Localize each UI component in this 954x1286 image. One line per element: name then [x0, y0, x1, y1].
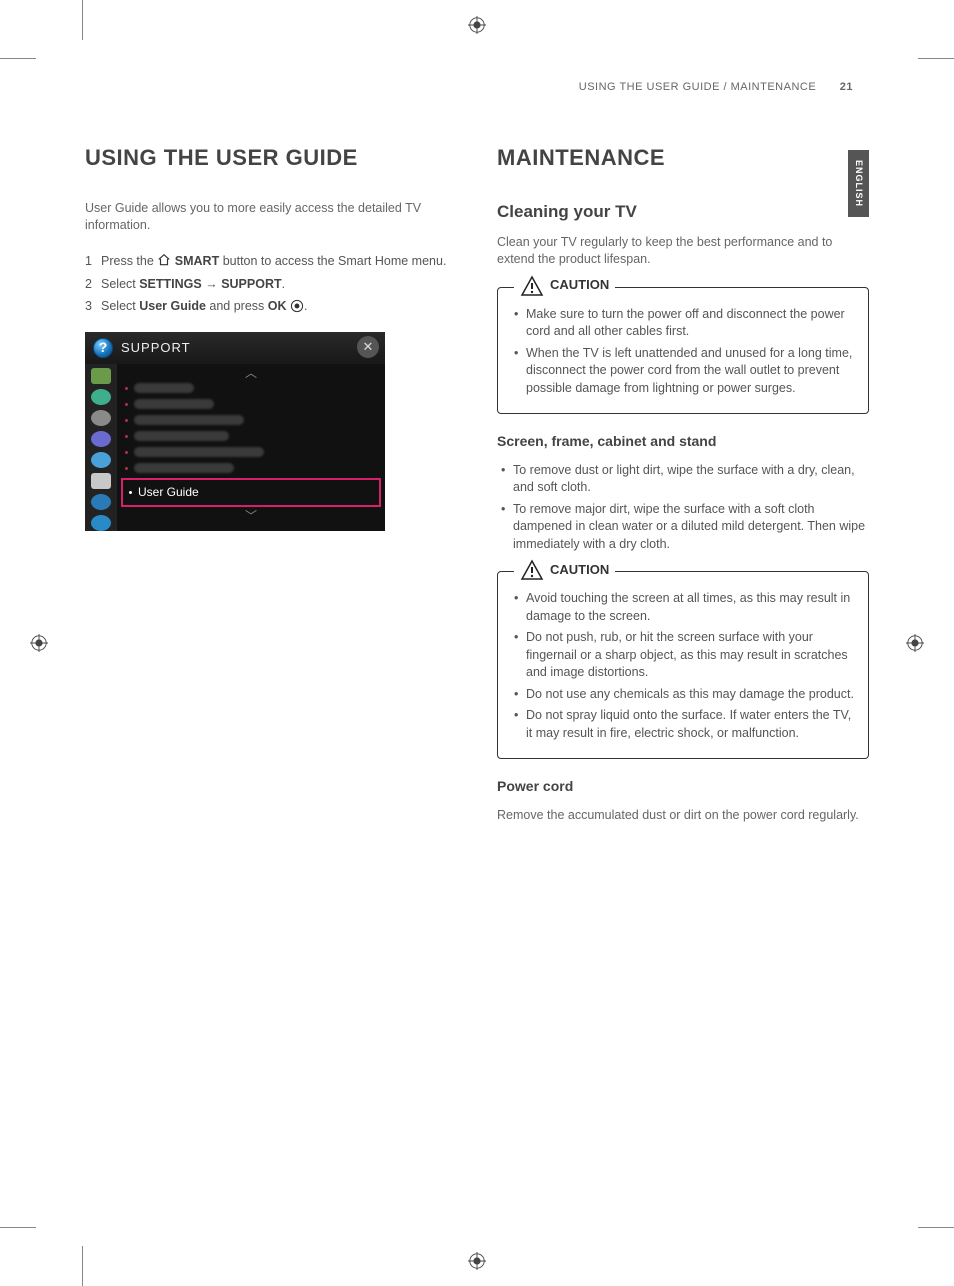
crop-mark — [0, 1227, 36, 1228]
caution-box-2: CAUTION Avoid touching the screen at all… — [497, 571, 869, 759]
tv-side-icon — [91, 515, 111, 531]
crop-mark — [918, 58, 954, 59]
section-title-user-guide: USING THE USER GUIDE — [85, 145, 457, 171]
tv-side-icon — [91, 368, 111, 384]
step-2: Select SETTINGS → SUPPORT. — [85, 276, 457, 294]
caution-label: CAUTION — [514, 274, 615, 298]
header-breadcrumb: USING THE USER GUIDE / MAINTENANCE — [579, 81, 816, 93]
page-content: USING THE USER GUIDE / MAINTENANCE 21 EN… — [85, 80, 869, 1206]
screen-frame-heading: Screen, frame, cabinet and stand — [497, 432, 869, 452]
caution-item: Do not spray liquid onto the surface. If… — [510, 707, 856, 742]
crop-mark — [0, 58, 36, 59]
tv-side-icon — [91, 410, 111, 426]
chevron-down-icon: ﹀ — [117, 509, 385, 523]
step-1: Press the SMART button to access the Sma… — [85, 253, 457, 273]
support-icon: ? — [93, 338, 113, 358]
caution-item: Make sure to turn the power off and disc… — [510, 306, 856, 341]
registration-mark-icon — [468, 16, 486, 34]
steps-list: Press the SMART button to access the Sma… — [85, 253, 457, 319]
warning-icon — [520, 558, 544, 582]
tv-titlebar: ? SUPPORT ✕ — [85, 332, 385, 364]
registration-mark-icon — [30, 634, 48, 652]
step-3: Select User Guide and press OK . — [85, 298, 457, 319]
tv-selected-label: User Guide — [138, 484, 199, 501]
tv-menu-list: ︿ User Guide ﹀ — [117, 364, 385, 531]
tv-menu-screenshot: ? SUPPORT ✕ ︿ — [85, 332, 385, 531]
warning-icon — [520, 274, 544, 298]
left-column: USING THE USER GUIDE User Guide allows y… — [85, 145, 457, 842]
tv-sidebar — [85, 364, 117, 531]
tv-side-icon — [91, 473, 111, 489]
caution-item: Avoid touching the screen at all times, … — [510, 590, 856, 625]
tv-menu-title: SUPPORT — [121, 339, 191, 357]
crop-mark — [82, 1246, 83, 1286]
crop-mark — [82, 0, 83, 40]
chevron-up-icon: ︿ — [117, 366, 385, 380]
power-cord-text: Remove the accumulated dust or dirt on t… — [497, 807, 869, 825]
registration-mark-icon — [468, 1252, 486, 1270]
power-cord-heading: Power cord — [497, 777, 869, 797]
crop-mark — [918, 1227, 954, 1228]
page-number: 21 — [840, 81, 853, 93]
close-icon: ✕ — [357, 336, 379, 358]
caution-item: Do not use any chemicals as this may dam… — [510, 686, 856, 704]
caution-box-1: CAUTION Make sure to turn the power off … — [497, 287, 869, 415]
home-icon — [157, 253, 171, 273]
cleaning-heading: Cleaning your TV — [497, 200, 869, 224]
page-header: USING THE USER GUIDE / MAINTENANCE 21 — [85, 80, 869, 95]
user-guide-intro: User Guide allows you to more easily acc… — [85, 200, 457, 235]
caution-item: When the TV is left unattended and unuse… — [510, 345, 856, 398]
caution-label: CAUTION — [514, 558, 615, 582]
tv-side-icon — [91, 494, 111, 510]
registration-mark-icon — [906, 634, 924, 652]
caution-item: Do not push, rub, or hit the screen surf… — [510, 629, 856, 682]
right-column: MAINTENANCE Cleaning your TV Clean your … — [497, 145, 869, 842]
tv-side-icon — [91, 389, 111, 405]
language-tab: ENGLISH — [848, 150, 869, 217]
tv-selected-item: User Guide — [121, 478, 381, 507]
bullet-item: To remove major dirt, wipe the surface w… — [497, 501, 869, 554]
bullet-item: To remove dust or light dirt, wipe the s… — [497, 462, 869, 497]
ok-button-icon — [290, 299, 304, 319]
tv-side-icon — [91, 452, 111, 468]
section-title-maintenance: MAINTENANCE — [497, 145, 869, 171]
screen-frame-list: To remove dust or light dirt, wipe the s… — [497, 462, 869, 554]
cleaning-intro: Clean your TV regularly to keep the best… — [497, 234, 869, 269]
tv-side-icon — [91, 431, 111, 447]
